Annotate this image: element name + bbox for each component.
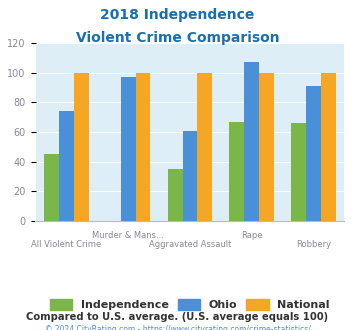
Text: All Violent Crime: All Violent Crime — [31, 240, 102, 249]
Text: Compared to U.S. average. (U.S. average equals 100): Compared to U.S. average. (U.S. average … — [26, 312, 329, 322]
Bar — [229, 121, 244, 221]
Bar — [306, 86, 321, 221]
Text: Murder & Mans...: Murder & Mans... — [92, 232, 164, 241]
Bar — [44, 154, 59, 221]
Bar — [321, 73, 336, 221]
Text: 2018 Independence: 2018 Independence — [100, 8, 255, 22]
Bar — [259, 73, 274, 221]
Legend: Independence, Ohio, National: Independence, Ohio, National — [45, 294, 334, 315]
Text: Robbery: Robbery — [296, 240, 331, 249]
Bar — [182, 130, 197, 221]
Bar — [136, 73, 151, 221]
Text: © 2024 CityRating.com - https://www.cityrating.com/crime-statistics/: © 2024 CityRating.com - https://www.city… — [45, 325, 310, 330]
Text: Rape: Rape — [241, 232, 262, 241]
Text: Aggravated Assault: Aggravated Assault — [149, 240, 231, 249]
Bar — [74, 73, 89, 221]
Text: Violent Crime Comparison: Violent Crime Comparison — [76, 31, 279, 45]
Bar — [291, 123, 306, 221]
Bar — [197, 73, 212, 221]
Bar — [244, 62, 259, 221]
Bar — [59, 111, 74, 221]
Bar — [168, 169, 182, 221]
Bar — [121, 77, 136, 221]
